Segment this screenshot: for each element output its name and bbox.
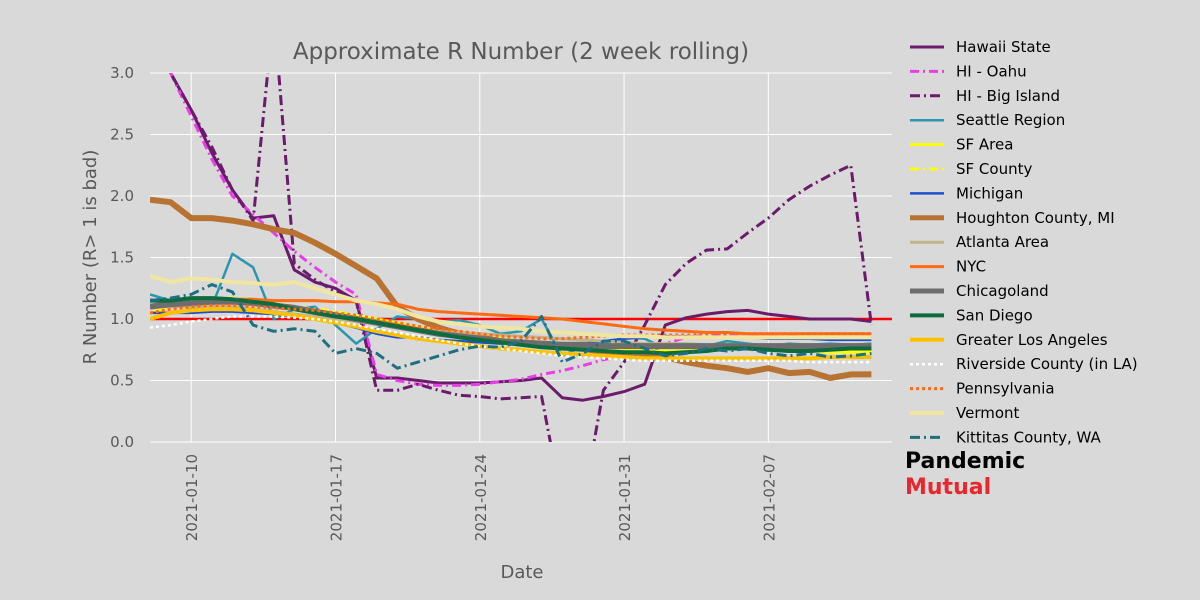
legend-label: Pennsylvania bbox=[956, 380, 1055, 398]
x-tick-label: 2021-01-24 bbox=[472, 454, 490, 541]
y-tick-label: 0.0 bbox=[110, 433, 134, 451]
y-tick-label: 2.5 bbox=[110, 126, 134, 144]
legend-label: SF County bbox=[956, 160, 1032, 178]
legend-label: Houghton County, MI bbox=[956, 209, 1115, 227]
legend-label: Atlanta Area bbox=[956, 233, 1049, 251]
legend-label: Kittitas County, WA bbox=[956, 428, 1102, 446]
legend-label: NYC bbox=[956, 258, 986, 276]
y-tick-labels: 0.0 0.5 1.0 1.5 2.0 2.5 3.0 bbox=[110, 64, 134, 451]
brand-line-2: Mutual bbox=[905, 475, 992, 500]
legend-label: HI - Big Island bbox=[956, 87, 1060, 105]
x-tick-label: 2021-02-07 bbox=[760, 454, 778, 541]
series-line-kittitas-county-wa bbox=[150, 283, 872, 370]
y-axis-label: R Number (R> 1 is bad) bbox=[80, 150, 101, 365]
legend-label: Greater Los Angeles bbox=[956, 331, 1108, 349]
legend-label: San Diego bbox=[956, 306, 1033, 324]
legend-label: SF Area bbox=[956, 136, 1013, 154]
legend-label: Hawaii State bbox=[956, 38, 1051, 56]
y-tick-label: 1.0 bbox=[110, 310, 134, 328]
series-line-greater-los-angeles bbox=[150, 307, 872, 361]
legend-label: Vermont bbox=[956, 404, 1020, 422]
legend-label: HI - Oahu bbox=[956, 62, 1027, 80]
x-tick-label: 2021-01-17 bbox=[328, 454, 346, 541]
x-tick-labels: 2021-01-10 2021-01-17 2021-01-24 2021-01-31… bbox=[183, 454, 778, 541]
x-tick-label: 2021-01-31 bbox=[616, 454, 634, 541]
y-tick-label: 2.0 bbox=[110, 187, 134, 205]
series-line-pennsylvania bbox=[150, 304, 872, 341]
series-line-vermont bbox=[150, 273, 872, 340]
chart-title: Approximate R Number (2 week rolling) bbox=[293, 39, 749, 65]
legend: Hawaii State HI - Oahu HI - Big Island Seat… bbox=[910, 38, 1138, 446]
x-axis-label: Date bbox=[500, 562, 543, 583]
series-line-riverside-county-in-la bbox=[150, 315, 872, 364]
legend-label: Riverside County (in LA) bbox=[956, 355, 1138, 373]
brand-line-1: Pandemic bbox=[905, 449, 1026, 474]
series-lines bbox=[150, 73, 873, 442]
brand-logo: Pandemic Mutual bbox=[905, 449, 1025, 501]
y-tick-label: 1.5 bbox=[110, 249, 134, 267]
legend-label: Chicagoland bbox=[956, 282, 1049, 300]
y-tick-label: 0.5 bbox=[110, 372, 134, 390]
y-tick-label: 3.0 bbox=[110, 64, 134, 82]
series-line-nyc bbox=[150, 297, 872, 336]
legend-label: Seattle Region bbox=[956, 111, 1065, 129]
x-tick-label: 2021-01-10 bbox=[183, 454, 201, 541]
legend-label: Michigan bbox=[956, 184, 1023, 202]
